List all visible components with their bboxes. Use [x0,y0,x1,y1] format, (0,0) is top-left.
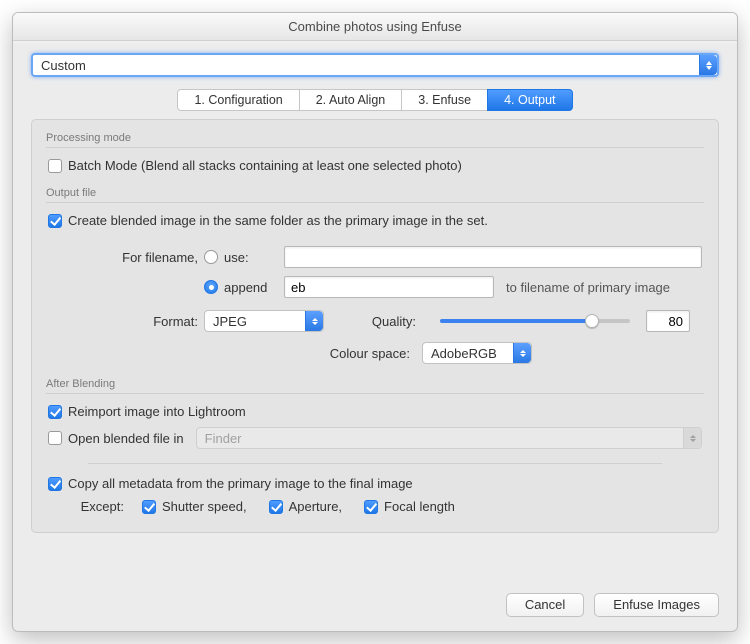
tab-enfuse[interactable]: 3. Enfuse [401,89,488,111]
filename-use-label: use: [224,250,278,265]
filename-append-suffix: to filename of primary image [506,280,670,295]
except-aperture-label: Aperture, [289,499,342,514]
colour-space-label: Colour space: [48,346,410,361]
except-shutter-checkbox[interactable] [142,500,156,514]
open-in-checkbox[interactable] [48,431,62,445]
except-aperture-checkbox[interactable] [269,500,283,514]
dialog-content: Custom 1. Configuration 2. Auto Align 3.… [13,41,737,583]
cancel-button[interactable]: Cancel [506,593,584,617]
quality-label: Quality: [330,314,416,329]
chevron-updown-icon [513,343,531,363]
output-panel: Processing mode Batch Mode (Blend all st… [31,119,719,533]
except-focal-checkbox[interactable] [364,500,378,514]
tab-auto-align[interactable]: 2. Auto Align [299,89,403,111]
open-in-app-select[interactable]: Finder [196,427,702,449]
filename-append-radio[interactable] [204,280,218,294]
window-title: Combine photos using Enfuse [13,13,737,41]
preset-value: Custom [41,58,86,73]
format-label: Format: [48,314,198,329]
filename-append-input[interactable] [284,276,494,298]
quality-slider[interactable] [440,313,630,329]
filename-use-input[interactable] [284,246,702,268]
except-label: Except: [68,499,124,514]
open-in-app-value: Finder [205,431,242,446]
tab-bar: 1. Configuration 2. Auto Align 3. Enfuse… [31,89,719,111]
enfuse-dialog: Combine photos using Enfuse Custom 1. Co… [12,12,738,632]
batch-mode-checkbox[interactable] [48,159,62,173]
tab-configuration[interactable]: 1. Configuration [177,89,299,111]
processing-legend: Processing mode [46,132,704,144]
same-folder-label: Create blended image in the same folder … [68,213,488,228]
filename-prompt: For filename, [48,250,198,265]
reimport-label: Reimport image into Lightroom [68,404,246,419]
copy-metadata-checkbox[interactable] [48,477,62,491]
batch-mode-label: Batch Mode (Blend all stacks containing … [68,158,462,173]
copy-metadata-label: Copy all metadata from the primary image… [68,476,413,491]
reimport-checkbox[interactable] [48,405,62,419]
colour-space-value: AdobeRGB [431,346,497,361]
colour-space-select[interactable]: AdobeRGB [422,342,532,364]
chevron-updown-icon [699,55,717,75]
after-blending-legend: After Blending [46,378,704,390]
enfuse-images-button[interactable]: Enfuse Images [594,593,719,617]
chevron-updown-icon [305,311,323,331]
quality-value-input[interactable] [646,310,690,332]
format-select[interactable]: JPEG [204,310,324,332]
except-focal-label: Focal length [384,499,455,514]
same-folder-checkbox[interactable] [48,214,62,228]
filename-append-label: append [224,280,278,295]
preset-select[interactable]: Custom [31,53,719,77]
filename-use-radio[interactable] [204,250,218,264]
open-in-label: Open blended file in [68,431,184,446]
format-value: JPEG [213,314,247,329]
chevron-updown-icon [683,428,701,448]
output-file-legend: Output file [46,187,704,199]
tab-output[interactable]: 4. Output [487,89,572,111]
dialog-footer: Cancel Enfuse Images [13,583,737,631]
except-shutter-label: Shutter speed, [162,499,247,514]
